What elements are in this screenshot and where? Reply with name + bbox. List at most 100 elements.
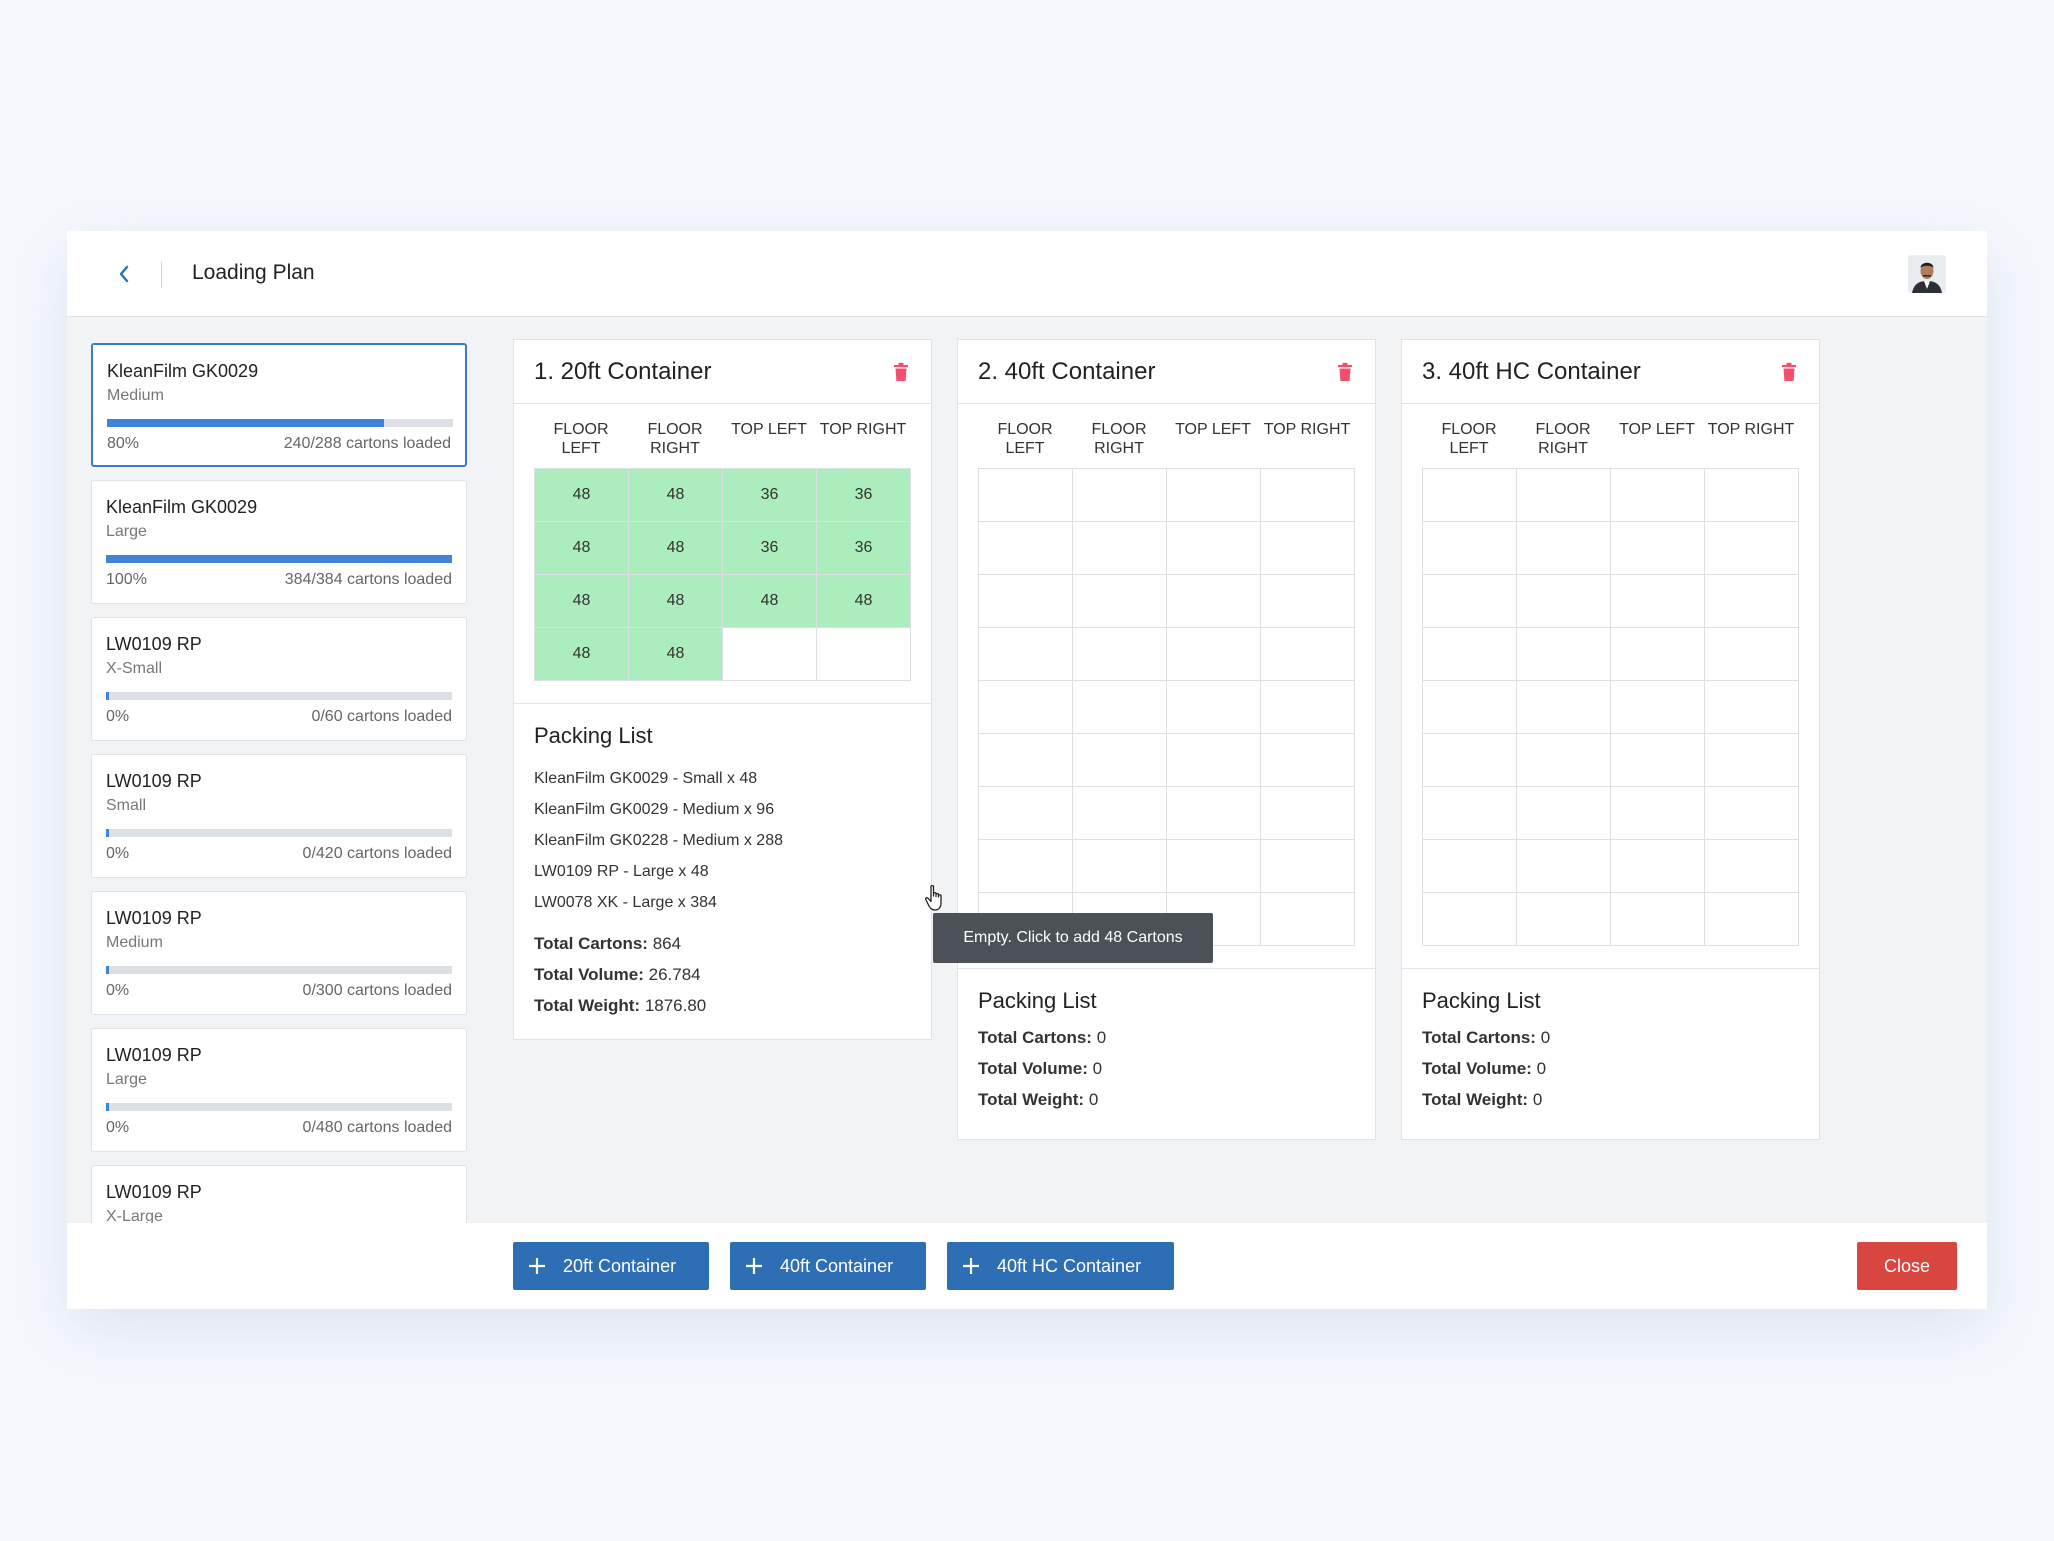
grid-cell[interactable] <box>1261 840 1355 893</box>
grid-cell[interactable] <box>1517 681 1611 734</box>
grid-cell[interactable] <box>979 575 1073 628</box>
grid-cell[interactable]: 36 <box>723 469 817 522</box>
grid-cell[interactable] <box>1167 628 1261 681</box>
grid-cell[interactable]: 36 <box>817 469 911 522</box>
grid-cell[interactable] <box>1611 840 1705 893</box>
grid-cell[interactable]: 48 <box>817 575 911 628</box>
grid-cell[interactable] <box>1611 734 1705 787</box>
product-card[interactable]: LW0109 RP Large 0% 0/480 cartons loaded <box>91 1028 467 1152</box>
grid-cell[interactable] <box>1167 893 1261 946</box>
grid-cell[interactable] <box>1261 893 1355 946</box>
grid-cell[interactable] <box>1073 681 1167 734</box>
grid-cell[interactable] <box>1167 681 1261 734</box>
grid-cell[interactable] <box>1073 522 1167 575</box>
grid-cell[interactable] <box>1167 787 1261 840</box>
grid-cell[interactable] <box>723 628 817 681</box>
grid-cell[interactable] <box>1517 575 1611 628</box>
grid-cell[interactable] <box>817 628 911 681</box>
grid-cell[interactable] <box>979 681 1073 734</box>
grid-cell[interactable] <box>1423 522 1517 575</box>
grid-cell[interactable] <box>1705 893 1799 946</box>
grid-cell[interactable] <box>1073 840 1167 893</box>
grid-cell[interactable] <box>979 469 1073 522</box>
grid-cell[interactable] <box>1261 787 1355 840</box>
grid-cell[interactable] <box>1517 734 1611 787</box>
grid-cell[interactable] <box>1073 469 1167 522</box>
grid-cell[interactable]: 48 <box>723 575 817 628</box>
grid-cell[interactable] <box>979 628 1073 681</box>
grid-cell[interactable]: 48 <box>535 469 629 522</box>
grid-cell[interactable] <box>1261 575 1355 628</box>
grid-cell[interactable] <box>1611 469 1705 522</box>
trash-icon[interactable] <box>893 362 909 382</box>
product-card[interactable]: LW0109 RP Medium 0% 0/300 cartons loaded <box>91 891 467 1015</box>
grid-cell[interactable] <box>1261 522 1355 575</box>
grid-cell[interactable] <box>1517 840 1611 893</box>
product-card[interactable]: KleanFilm GK0029 Medium 80% 240/288 cartons… <box>91 343 467 467</box>
grid-cell[interactable] <box>1423 787 1517 840</box>
grid-cell[interactable]: 48 <box>629 522 723 575</box>
grid-cell[interactable]: 48 <box>629 575 723 628</box>
product-card[interactable]: KleanFilm GK0029 Large 100% 384/384 cartons… <box>91 480 467 604</box>
grid-cell[interactable] <box>1167 469 1261 522</box>
add-40ft-hc-container-button[interactable]: 40ft HC Container <box>947 1242 1174 1290</box>
close-button[interactable]: Close <box>1857 1242 1957 1290</box>
grid-cell[interactable] <box>1423 734 1517 787</box>
grid-cell[interactable] <box>1705 628 1799 681</box>
grid-cell[interactable] <box>1261 681 1355 734</box>
grid-cell[interactable] <box>1705 734 1799 787</box>
avatar[interactable] <box>1908 255 1946 293</box>
grid-cell[interactable] <box>1261 469 1355 522</box>
grid-cell[interactable]: 48 <box>535 628 629 681</box>
grid-cell[interactable]: 48 <box>629 628 723 681</box>
grid-cell[interactable] <box>1705 787 1799 840</box>
grid-cell[interactable] <box>1705 522 1799 575</box>
grid-cell[interactable] <box>1705 469 1799 522</box>
grid-cell[interactable] <box>1611 787 1705 840</box>
grid-cell[interactable] <box>1517 628 1611 681</box>
grid-cell[interactable] <box>979 522 1073 575</box>
add-40ft-container-button[interactable]: 40ft Container <box>730 1242 926 1290</box>
grid-cell[interactable] <box>1423 628 1517 681</box>
grid-cell[interactable]: 48 <box>535 522 629 575</box>
grid-cell[interactable] <box>1423 575 1517 628</box>
grid-cell[interactable]: 36 <box>723 522 817 575</box>
grid-cell[interactable] <box>1517 522 1611 575</box>
grid-cell[interactable] <box>1423 469 1517 522</box>
grid-cell[interactable] <box>1611 628 1705 681</box>
back-button[interactable] <box>109 259 139 289</box>
grid-cell[interactable]: 48 <box>535 575 629 628</box>
grid-cell[interactable] <box>1167 522 1261 575</box>
grid-cell[interactable] <box>1611 522 1705 575</box>
grid-cell[interactable] <box>1611 893 1705 946</box>
grid-cell[interactable] <box>979 840 1073 893</box>
trash-icon[interactable] <box>1337 362 1353 382</box>
grid-cell[interactable] <box>1073 575 1167 628</box>
grid-cell[interactable] <box>1423 840 1517 893</box>
grid-cell[interactable] <box>1517 787 1611 840</box>
grid-cell[interactable] <box>1167 575 1261 628</box>
grid-cell[interactable] <box>1167 734 1261 787</box>
grid-cell[interactable] <box>979 734 1073 787</box>
grid-cell[interactable]: 48 <box>629 469 723 522</box>
grid-cell[interactable] <box>1517 469 1611 522</box>
trash-icon[interactable] <box>1781 362 1797 382</box>
product-card[interactable]: LW0109 RP Small 0% 0/420 cartons loaded <box>91 754 467 878</box>
grid-cell[interactable] <box>1261 628 1355 681</box>
grid-cell[interactable] <box>1073 734 1167 787</box>
product-card[interactable]: LW0109 RP X-Small 0% 0/60 cartons loaded <box>91 617 467 741</box>
grid-cell[interactable] <box>1073 628 1167 681</box>
grid-cell[interactable]: 36 <box>817 522 911 575</box>
grid-cell[interactable] <box>1423 893 1517 946</box>
grid-cell[interactable] <box>1705 840 1799 893</box>
grid-cell[interactable] <box>1705 681 1799 734</box>
grid-cell[interactable] <box>1167 840 1261 893</box>
add-20ft-container-button[interactable]: 20ft Container <box>513 1242 709 1290</box>
grid-cell[interactable] <box>1705 575 1799 628</box>
grid-cell[interactable] <box>1517 893 1611 946</box>
grid-cell[interactable] <box>1261 734 1355 787</box>
grid-cell[interactable] <box>979 787 1073 840</box>
grid-cell[interactable] <box>1073 787 1167 840</box>
grid-cell[interactable] <box>1611 575 1705 628</box>
grid-cell[interactable] <box>1423 681 1517 734</box>
